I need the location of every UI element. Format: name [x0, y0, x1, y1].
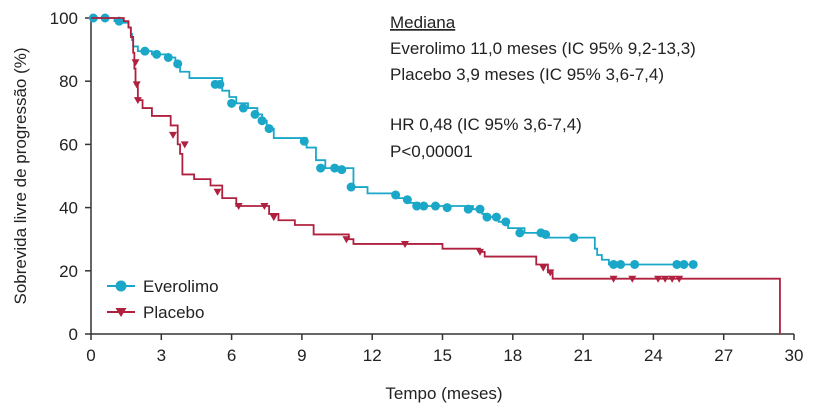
- series-line-everolimo: [91, 17, 694, 266]
- y-tick-label-80: 80: [59, 72, 78, 91]
- x-axis-title: Tempo (meses): [385, 384, 502, 403]
- x-tick-label-3: 3: [157, 346, 166, 365]
- x-tick-label-9: 9: [297, 346, 306, 365]
- censor-mark-everolimo-10: [238, 103, 248, 113]
- censor-mark-placebo-8: [269, 214, 278, 222]
- censor-mark-placebo-6: [234, 203, 243, 211]
- censor-mark-placebo-19: [675, 275, 684, 283]
- censor-mark-placebo-0: [131, 59, 140, 67]
- censor-mark-everolimo-33: [569, 233, 579, 243]
- y-ticks: 0 20 40 60 80 100: [50, 9, 91, 344]
- legend-placebo-marker: [115, 308, 127, 317]
- annotation-line-p: P<0,00001: [390, 142, 473, 161]
- censor-mark-everolimo-32: [541, 229, 551, 239]
- censor-mark-everolimo-9: [227, 98, 237, 108]
- censor-mark-everolimo-17: [337, 165, 347, 175]
- x-tick-label-6: 6: [227, 346, 236, 365]
- annotation-line-everolimo: Everolimo 11,0 meses (IC 95% 9,2-13,3): [390, 39, 696, 58]
- censor-mark-everolimo-18: [346, 182, 356, 192]
- censor-mark-placebo-5: [213, 188, 222, 196]
- censor-mark-everolimo-14: [299, 136, 309, 146]
- censor-mark-everolimo-38: [679, 259, 689, 269]
- censor-mark-everolimo-16: [330, 163, 340, 173]
- x-tick-label-21: 21: [574, 346, 593, 365]
- series-layer: [88, 13, 781, 334]
- censor-mark-everolimo-8: [215, 79, 225, 89]
- censor-mark-everolimo-15: [316, 163, 326, 173]
- censor-mark-everolimo-29: [501, 217, 511, 227]
- y-axis-title: Sobrevida livre de progressão (%): [11, 47, 30, 304]
- legend-item-everolimo: Everolimo: [107, 277, 219, 296]
- censor-mark-everolimo-27: [482, 212, 492, 222]
- censor-mark-placebo-14: [609, 275, 618, 283]
- x-ticks: 0 3 6 9 12 15 18 21 24 27 30: [86, 334, 803, 365]
- censor-mark-everolimo-2: [114, 16, 124, 26]
- legend: Everolimo Placebo: [107, 277, 219, 322]
- legend-everolimo-label: Everolimo: [143, 277, 219, 296]
- annotation-heading: Mediana: [390, 13, 456, 32]
- censor-mark-everolimo-36: [630, 259, 640, 269]
- censor-mark-everolimo-24: [442, 203, 452, 213]
- censor-mark-placebo-9: [342, 236, 351, 244]
- median-annotation: Mediana Everolimo 11,0 meses (IC 95% 9,2…: [390, 13, 696, 161]
- y-tick-label-40: 40: [59, 199, 78, 218]
- x-tick-label-18: 18: [503, 346, 522, 365]
- censor-mark-placebo-13: [546, 269, 555, 277]
- axes: 0 3 6 9 12 15 18 21 24 27 30 0 20 40 60 80 100 Tempo (m…: [11, 9, 803, 403]
- censor-mark-everolimo-13: [264, 124, 274, 134]
- annotation-line-hr: HR 0,48 (IC 95% 3,6-7,4): [390, 115, 582, 134]
- censor-mark-everolimo-20: [402, 195, 412, 205]
- x-tick-label-15: 15: [433, 346, 452, 365]
- censor-mark-placebo-15: [628, 275, 637, 283]
- y-tick-label-100: 100: [50, 9, 78, 28]
- censor-mark-everolimo-5: [163, 53, 173, 62]
- annotation-line-placebo: Placebo 3,9 meses (IC 95% 3,6-7,4): [390, 65, 664, 84]
- censor-mark-placebo-12: [539, 264, 548, 272]
- censor-mark-everolimo-25: [463, 204, 473, 214]
- censor-mark-everolimo-22: [419, 201, 429, 211]
- censor-mark-everolimo-30: [515, 228, 525, 238]
- censor-mark-placebo-7: [260, 203, 269, 211]
- censor-mark-placebo-2: [133, 97, 142, 105]
- censor-mark-everolimo-19: [391, 190, 401, 200]
- censor-mark-everolimo-23: [430, 201, 440, 211]
- censor-mark-placebo-18: [668, 275, 677, 283]
- censor-mark-everolimo-6: [173, 59, 183, 69]
- x-tick-label-12: 12: [363, 346, 382, 365]
- legend-placebo-label: Placebo: [143, 303, 204, 322]
- censor-mark-everolimo-39: [688, 259, 698, 269]
- censor-mark-placebo-4: [180, 141, 189, 149]
- censor-mark-placebo-3: [169, 131, 178, 139]
- censor-mark-everolimo-26: [475, 204, 485, 214]
- y-tick-label-20: 20: [59, 262, 78, 281]
- y-tick-label-0: 0: [69, 325, 78, 344]
- censor-mark-placebo-17: [661, 275, 670, 283]
- censor-mark-everolimo-28: [491, 212, 501, 222]
- censor-mark-everolimo-21: [412, 201, 422, 211]
- x-tick-label-24: 24: [644, 346, 663, 365]
- censor-mark-everolimo-34: [609, 259, 619, 269]
- legend-item-placebo: Placebo: [107, 303, 204, 322]
- legend-everolimo-marker: [115, 280, 127, 292]
- censor-mark-everolimo-35: [616, 259, 626, 269]
- censor-mark-placebo-1: [132, 81, 141, 89]
- x-tick-label-30: 30: [785, 346, 804, 365]
- censor-mark-everolimo-12: [257, 116, 267, 126]
- censor-mark-placebo-16: [654, 275, 663, 283]
- censor-mark-everolimo-4: [152, 49, 162, 59]
- x-tick-label-0: 0: [86, 346, 95, 365]
- censor-mark-everolimo-3: [140, 46, 150, 56]
- series-placebo: [91, 17, 781, 334]
- censor-mark-everolimo-11: [250, 109, 260, 119]
- censor-mark-placebo-10: [401, 240, 410, 248]
- censor-mark-placebo-11: [475, 248, 484, 256]
- x-tick-label-27: 27: [714, 346, 733, 365]
- y-tick-label-60: 60: [59, 135, 78, 154]
- censor-mark-everolimo-37: [672, 259, 682, 269]
